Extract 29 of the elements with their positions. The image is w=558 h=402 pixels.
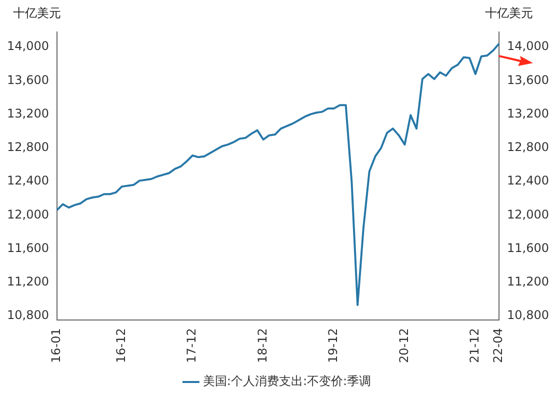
legend-label: 美国:个人消费支出:不变价:季调 [202,374,372,388]
y2-tick-label: 11,200 [507,274,550,288]
x-tick-label: 16-12 [114,328,128,364]
y2-axis-title: 十亿美元 [485,6,534,20]
x-tick-label: 16-01 [49,328,64,364]
y-axis-title: 十亿美元 [12,6,61,20]
x-tick-label: 22-04 [491,328,506,364]
y2-tick-label: 12,000 [507,207,550,222]
y-tick-label: 12,400 [6,174,49,188]
y2-tick-label: 10,800 [507,308,550,322]
x-tick-label: 20-12 [396,328,411,364]
y-tick-label: 11,200 [6,274,49,288]
y2-tick-label: 13,600 [507,72,550,87]
y-tick-label: 11,600 [6,240,49,255]
x-tick-label: 21-12 [468,328,482,364]
y2-tick-label: 12,400 [507,174,550,188]
x-tick-label: 19-12 [326,328,340,364]
y-tick-label: 10,800 [6,308,49,322]
x-tick-label: 17-12 [184,328,199,364]
y2-tick-label: 11,600 [507,240,550,255]
y2-tick-label: 12,800 [507,140,550,154]
y-tick-label: 12,000 [6,207,49,222]
y-tick-label: 12,800 [6,140,49,154]
y-tick-label: 13,600 [6,72,49,87]
y-tick-label: 13,200 [6,106,49,120]
y2-tick-label: 14,000 [507,39,550,54]
y2-tick-label: 13,200 [507,106,550,120]
y-tick-label: 14,000 [6,39,49,54]
x-tick-label: 18-12 [255,328,270,364]
